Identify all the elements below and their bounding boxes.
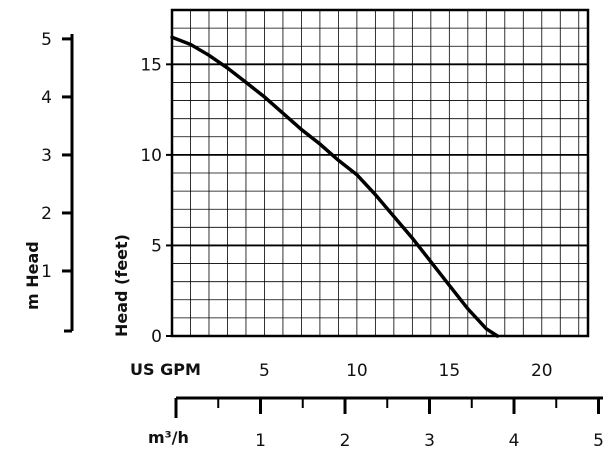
x-tick-label: 10 — [346, 361, 368, 381]
head-feet-axis-label: Head (feet) — [112, 234, 131, 337]
flow-tick-label: 4 — [509, 431, 520, 449]
cubic-meter-flow-axis-label: m³/h — [148, 428, 189, 447]
meter-head-axis-label: m Head — [23, 241, 42, 310]
x-tick-label: 5 — [259, 361, 270, 381]
meter-tick-label: 2 — [41, 204, 52, 224]
y-tick-label: 15 — [140, 55, 162, 75]
head-feet-tick-labels: 0 5 10 15 — [140, 55, 172, 347]
performance-curve — [170, 35, 500, 338]
flow-tick-label: 2 — [340, 431, 351, 449]
minor-gridlines — [171, 9, 588, 337]
x-tick-label: 20 — [531, 361, 553, 381]
meter-tick-label: 1 — [41, 262, 52, 282]
flow-tick-label: 5 — [593, 431, 604, 449]
cubic-meter-flow-axis: 1 2 3 4 5 — [174, 396, 604, 449]
flow-tick-label: 3 — [424, 431, 435, 449]
meter-tick-label: 4 — [41, 88, 52, 108]
us-gpm-tick-labels: 5 10 15 20 — [259, 361, 553, 381]
plot-frame — [170, 8, 590, 338]
y-tick-label: 0 — [151, 327, 162, 347]
y-tick-label: 10 — [140, 146, 162, 166]
y-tick-label: 5 — [151, 236, 162, 256]
x-tick-label: 15 — [439, 361, 461, 381]
meter-tick-label: 5 — [41, 30, 52, 50]
us-gpm-axis-label: US GPM — [130, 360, 201, 379]
meter-head-axis: 1 2 3 4 5 — [41, 30, 74, 333]
flow-tick-label: 1 — [255, 431, 266, 449]
meter-tick-label: 3 — [41, 146, 52, 166]
